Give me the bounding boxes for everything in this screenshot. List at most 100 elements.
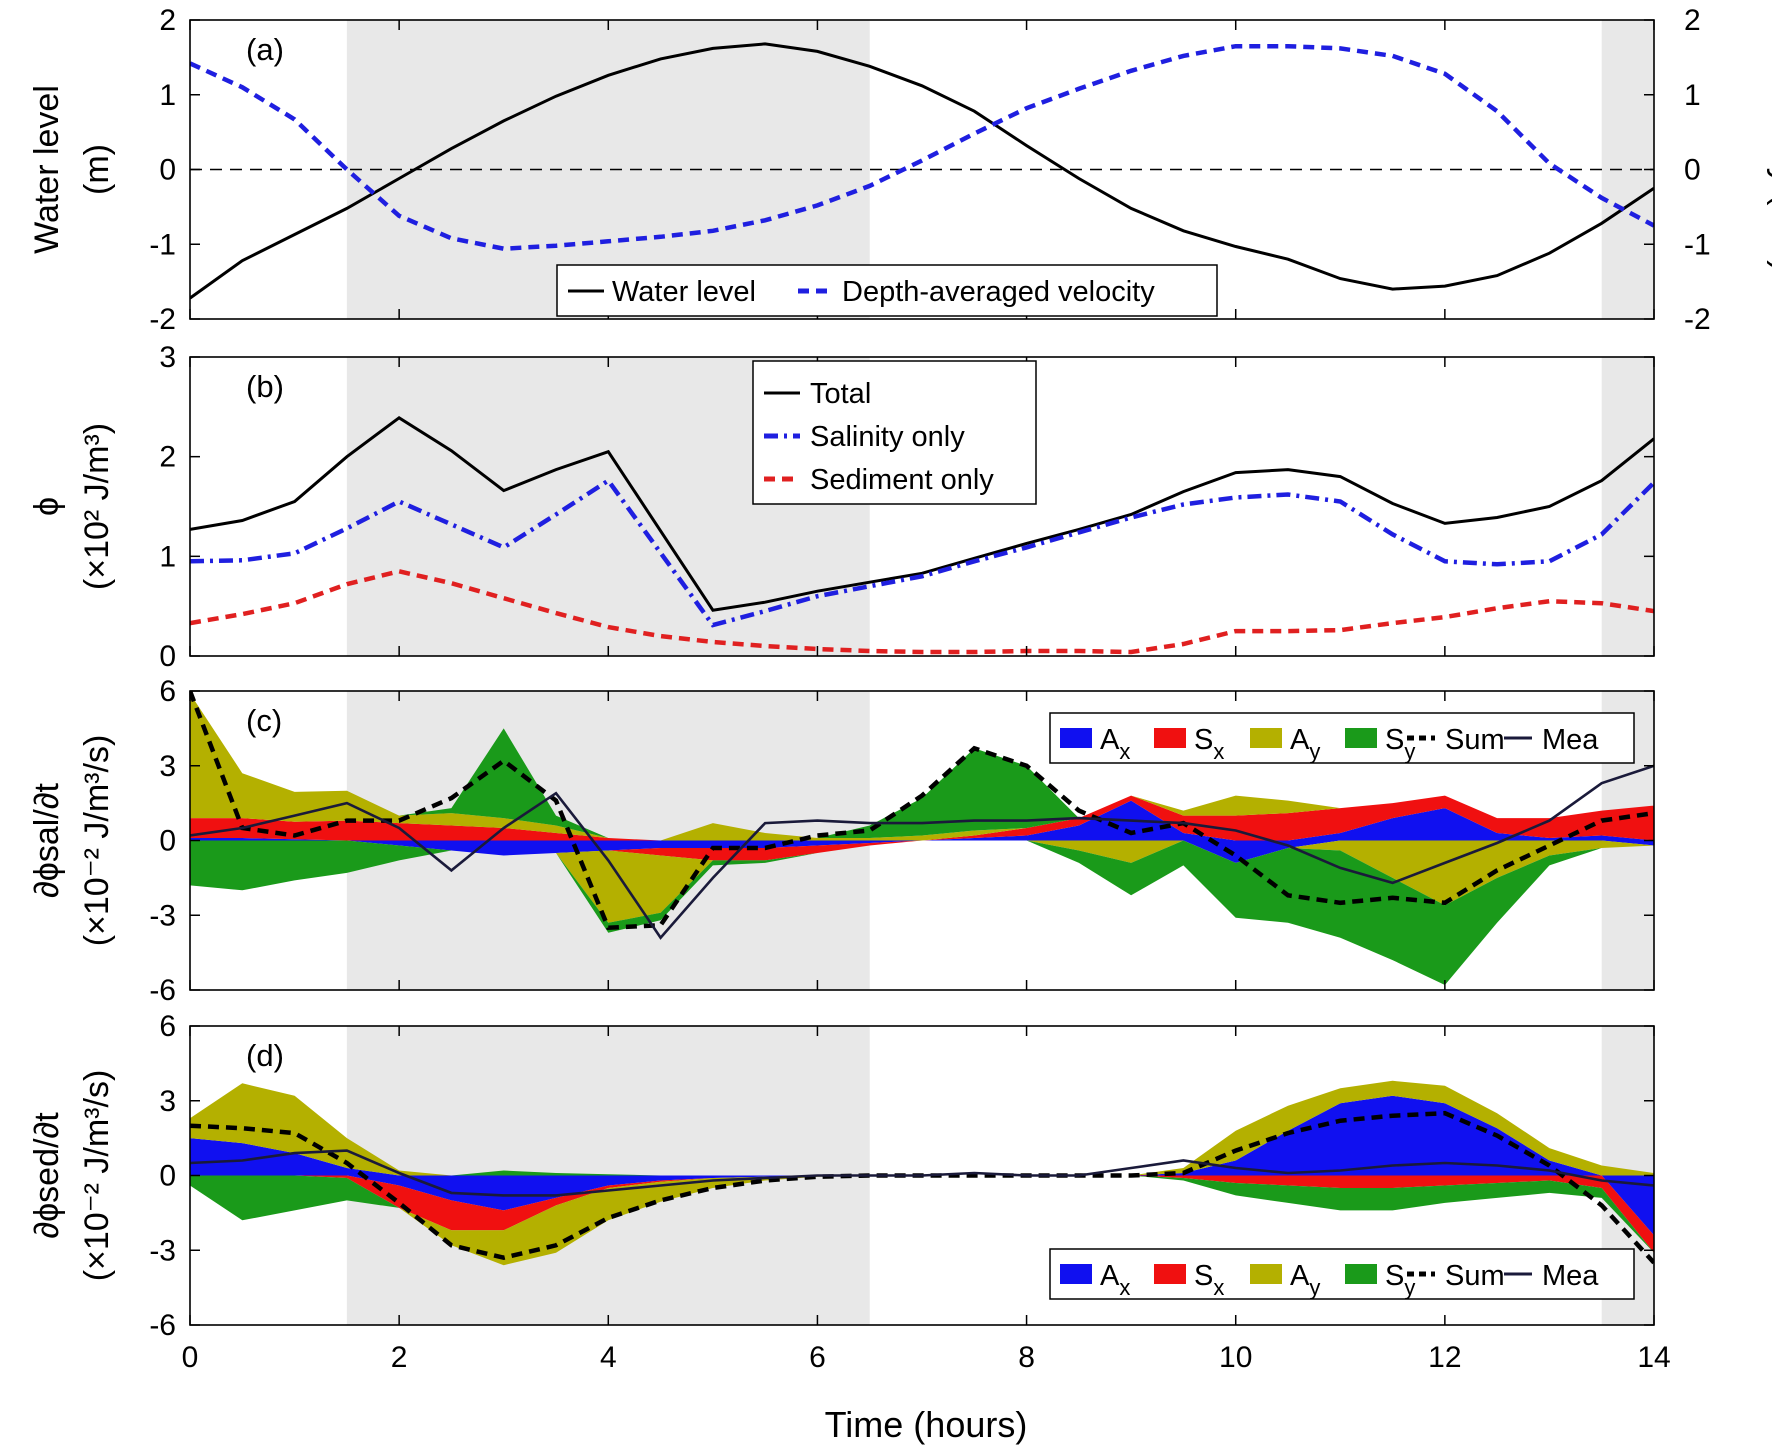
area-Ay-pos	[190, 693, 1654, 841]
y-axis-label-line: ∂ϕsed/∂t	[28, 1112, 66, 1239]
y-tick-label: 1	[159, 79, 176, 112]
y-tick-label: -3	[149, 899, 176, 932]
line-salinity-only	[190, 477, 1654, 628]
panel-b: 0 1 2 3 ϕ (×10² J/m³) (b) Total Salinity only Sed…	[28, 341, 1655, 673]
y-tick-label: 0	[159, 825, 176, 858]
x-tick-label: 2	[391, 1341, 408, 1374]
legend-box	[1049, 712, 1635, 764]
y-tick-label: 3	[159, 1085, 176, 1118]
area-Sy-pos	[190, 693, 1654, 841]
y-tick-label: 0	[159, 1160, 176, 1193]
legend-swatch-Sx	[1154, 1264, 1186, 1284]
line-depth-averaged-velocity	[190, 43, 1654, 251]
axes-frame-b	[189, 356, 1655, 657]
x-tick-label: 14	[1637, 1341, 1670, 1374]
y-tick-label: -3	[149, 1234, 176, 1267]
y-tick-label: 3	[159, 341, 176, 374]
legend-swatch-Ay	[1250, 728, 1282, 748]
legend-label: Mea	[1542, 724, 1599, 756]
y2-tick-label: 2	[1684, 4, 1701, 37]
legend-label: Sum	[1445, 1260, 1505, 1292]
legend-box	[1049, 1248, 1635, 1300]
legend-swatch-Sx	[1154, 728, 1186, 748]
area-Sx-neg	[190, 1175, 1654, 1253]
area-Ax-pos	[190, 1095, 1654, 1176]
legend-label: Sum	[1445, 724, 1505, 756]
y2-tick-label: 1	[1684, 79, 1701, 112]
panel-label: (c)	[246, 703, 282, 738]
panel-label: (a)	[246, 32, 284, 67]
x-tick-label: 12	[1428, 1341, 1461, 1374]
y2-tick-label: -1	[1684, 228, 1711, 261]
legend-a: Water level Depth-averaged velocity	[556, 264, 1218, 317]
panel-d: 0 2 4 6 8 10 12 14 -6 -3 0 3 6 ∂ϕsed/∂t (×10⁻² J/m³/s)…	[28, 1010, 1671, 1374]
y-axis-label-line: (m)	[78, 144, 116, 195]
legend-label: Ax	[1100, 724, 1130, 764]
legend-label: Ay	[1290, 724, 1320, 764]
y-tick-label: -2	[149, 303, 176, 336]
legend-label: Salinity only	[810, 421, 965, 453]
y-tick-label: 2	[159, 4, 176, 37]
legend-label: Sediment only	[810, 464, 994, 496]
x-axis-label: Time (hours)	[825, 1404, 1028, 1445]
area-Sy-neg	[190, 840, 1654, 985]
plot-area-c	[190, 691, 1654, 990]
y-tick-label: -6	[149, 974, 176, 1007]
y-axis-label-line: (×10⁻² J/m³/s)	[78, 1070, 116, 1282]
panel-a: -2 -1 0 1 2 -2 -1 0 1 2 Velocity (m/s) Water level (…	[28, 4, 1772, 336]
legend-label: Water level	[612, 276, 756, 308]
legend-c: Ax Sx Ay Sy Sum Mea	[1049, 712, 1635, 764]
legend-swatch-Ax	[1060, 1264, 1092, 1284]
panel-c: -6 -3 0 3 6 ∂ϕsal/∂t (×10⁻² J/m³/s) (c) Ax Sx Ay Sy…	[28, 675, 1655, 1007]
legend-d: Ax Sx Ay Sy Sum Mea	[1049, 1248, 1635, 1300]
y-tick-label: 1	[159, 540, 176, 573]
legend-box	[556, 264, 1218, 317]
y-tick-label: 6	[159, 1010, 176, 1043]
y-axis-label-line: (×10² J/m³)	[78, 423, 116, 590]
legend-label: Sy	[1385, 1260, 1415, 1300]
legend-swatch-Sy	[1345, 1264, 1377, 1284]
y2-axis-label: Velocity (m/s)	[1766, 67, 1772, 271]
y-axis-label-line: (×10⁻² J/m³/s)	[78, 735, 116, 947]
y-axis-label-line: ϕ	[28, 497, 66, 516]
y-axis-label-line: ∂ϕsal/∂t	[28, 782, 66, 898]
legend-label: Total	[810, 378, 871, 410]
plot-area-d	[190, 1026, 1654, 1325]
line-water-level	[190, 42, 1654, 300]
line-sediment-only	[190, 568, 1654, 655]
area-Ax-pos	[190, 800, 1654, 841]
legend-label: Sx	[1194, 724, 1224, 764]
area-Sx-pos	[190, 795, 1654, 841]
line-total	[190, 415, 1654, 612]
line-Mea	[190, 764, 1654, 940]
legend-swatch-Ay	[1250, 1264, 1282, 1284]
x-tick-label: 6	[809, 1341, 826, 1374]
legend-swatch-Ax	[1060, 728, 1092, 748]
x-tick-label: 4	[600, 1341, 617, 1374]
y-tick-label: 2	[159, 441, 176, 474]
plot-area-b	[190, 357, 1654, 656]
area-Ax-neg	[190, 1175, 1654, 1236]
x-tick-label: 0	[182, 1341, 199, 1374]
x-tick-label: 8	[1018, 1341, 1035, 1374]
legend-label: Sy	[1385, 724, 1415, 764]
panel-label: (b)	[246, 369, 284, 404]
line-Mea	[190, 1149, 1654, 1197]
y-tick-label: 0	[159, 640, 176, 673]
y-tick-label: 6	[159, 675, 176, 708]
legend-label: Ax	[1100, 1260, 1130, 1300]
x-tick-label: 10	[1219, 1341, 1252, 1374]
y2-tick-label: 0	[1684, 154, 1701, 187]
line-Sum	[190, 691, 1654, 931]
area-Sy-neg	[190, 1175, 1654, 1266]
legend-box	[752, 360, 1037, 505]
y-axis-label-line: Water level	[28, 85, 66, 254]
y2-tick-label: -2	[1684, 303, 1711, 336]
legend-label: Depth-averaged velocity	[842, 276, 1155, 308]
y-tick-label: 3	[159, 750, 176, 783]
area-Ay-neg	[190, 840, 1654, 923]
legend-label: Ay	[1290, 1260, 1320, 1300]
legend-label: Sx	[1194, 1260, 1224, 1300]
y-tick-label: -1	[149, 228, 176, 261]
